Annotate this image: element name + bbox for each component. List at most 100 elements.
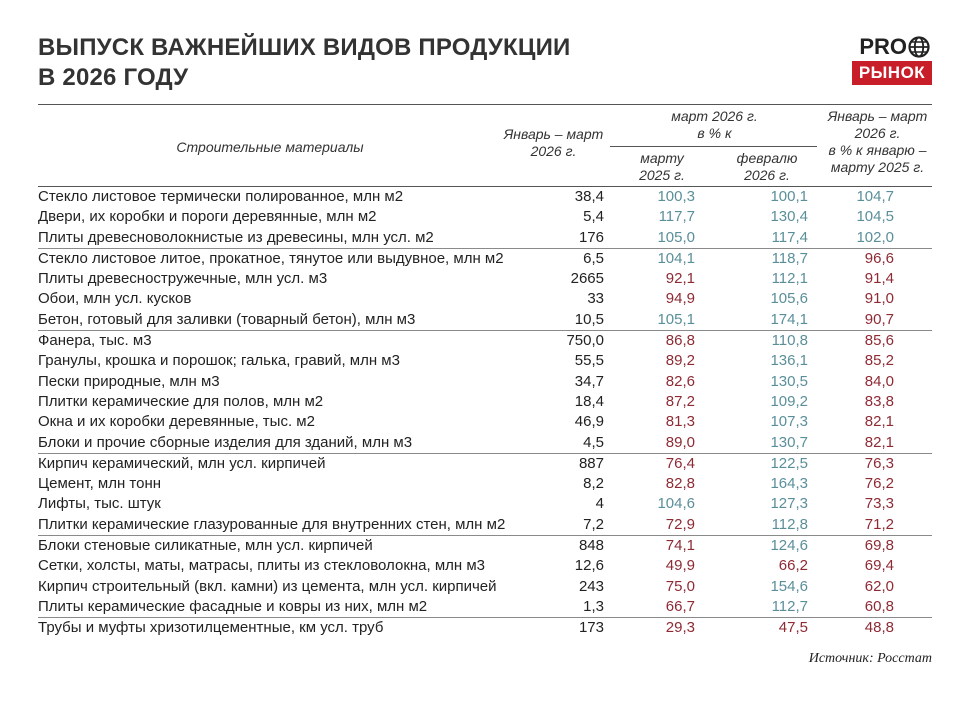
product-name: Фанера, тыс. м3 xyxy=(38,332,152,350)
header-col3: февралю 2026 г. xyxy=(717,150,817,184)
product-name: Плитки керамические для полов, млн м2 xyxy=(38,392,324,410)
product-name: Стекло листовое литое, прокатное, тянуто… xyxy=(38,249,504,267)
product-name: Плиты керамические фасадные и ковры из н… xyxy=(38,597,428,615)
march-vs-february-pct: 124,6 xyxy=(770,537,808,555)
header-group-rule xyxy=(610,146,817,147)
table-row: Стекло листовое литое, прокатное, тянуто… xyxy=(38,247,932,269)
product-name: Кирпич строительный (вкл. камни) из цеме… xyxy=(38,577,497,595)
q1-vs-q1-pct: 104,5 xyxy=(856,208,894,226)
table-row: Цемент, млн тонн 8,2 82,8 164,3 76,2 xyxy=(38,474,932,494)
march-vs-february-pct: 130,7 xyxy=(770,433,808,451)
product-name: Двери, их коробки и пороги деревянные, м… xyxy=(38,208,377,226)
header-col4-line4: марту 2025 г. xyxy=(830,159,925,175)
product-name: Стекло листовое термически полированное,… xyxy=(38,188,404,205)
table-row: Блоки и прочие сборные изделия для здани… xyxy=(38,433,932,453)
table-body: Стекло листовое термически полированное,… xyxy=(38,187,932,639)
product-name: Цемент, млн тонн xyxy=(38,475,162,493)
march-vs-march-pct: 81,3 xyxy=(665,413,695,431)
march-vs-march-pct: 104,1 xyxy=(657,249,695,267)
march-vs-march-pct: 104,6 xyxy=(657,495,695,513)
table-row: Плитки керамические для полов, млн м2 18,… xyxy=(38,392,932,412)
q1-vs-q1-pct: 76,3 xyxy=(864,454,894,472)
q1-vs-q1-pct: 91,4 xyxy=(864,270,894,288)
header-group: март 2026 г. в % к xyxy=(612,108,817,142)
march-vs-february-pct: 112,8 xyxy=(771,515,808,533)
q1-vs-q1-pct: 62,0 xyxy=(864,577,894,595)
march-vs-march-pct: 89,2 xyxy=(665,352,695,370)
table-row: Обои, млн усл. кусков 33 94,9 105,6 91,0 xyxy=(38,289,932,309)
march-vs-february-pct: 154,6 xyxy=(770,577,808,595)
header-col1-line1: Январь – март xyxy=(503,126,604,142)
table-row: Плиты керамические фасадные и ковры из н… xyxy=(38,597,932,617)
header-group-line1: март 2026 г. xyxy=(671,108,758,124)
march-vs-march-pct: 82,8 xyxy=(665,475,695,493)
q1-vs-q1-pct: 85,6 xyxy=(864,332,894,350)
q1-vs-q1-pct: 84,0 xyxy=(864,372,894,390)
march-vs-march-pct: 75,0 xyxy=(665,577,695,595)
q1-vs-q1-pct: 76,2 xyxy=(864,475,894,493)
logo: PRO РЫНОК xyxy=(852,36,932,85)
output-value: 2665 xyxy=(570,270,604,288)
header-col3-line1: февралю xyxy=(736,150,798,166)
q1-vs-q1-pct: 60,8 xyxy=(864,597,894,615)
product-name: Блоки стеновые силикатные, млн усл. кирп… xyxy=(38,537,373,555)
output-value: 243 xyxy=(578,577,604,595)
march-vs-february-pct: 47,5 xyxy=(778,619,808,637)
header-col4: Январь – март 2026 г. в % к январю – мар… xyxy=(820,108,935,176)
product-name: Гранулы, крошка и порошок; галька, грави… xyxy=(38,352,400,370)
march-vs-march-pct: 105,0 xyxy=(657,228,695,246)
output-value: 18,4 xyxy=(574,392,604,410)
q1-vs-q1-pct: 85,2 xyxy=(864,352,894,370)
product-name: Пески природные, млн м3 xyxy=(38,372,220,390)
march-vs-march-pct: 76,4 xyxy=(665,454,695,472)
table-row: Плиты древесностружечные, млн усл. м3 266… xyxy=(38,269,932,289)
q1-vs-q1-pct: 83,8 xyxy=(864,392,894,410)
q1-vs-q1-pct: 102,0 xyxy=(856,228,894,246)
header-col3-line2: 2026 г. xyxy=(744,167,790,183)
march-vs-march-pct: 29,3 xyxy=(665,619,695,637)
output-value: 34,7 xyxy=(574,372,604,390)
table-top-rule xyxy=(38,104,932,105)
march-vs-february-pct: 136,1 xyxy=(770,352,808,370)
output-value: 887 xyxy=(578,454,604,472)
header-group-line2: в % к xyxy=(697,125,732,141)
output-value: 33 xyxy=(587,290,604,308)
march-vs-february-pct: 130,4 xyxy=(770,208,808,226)
header-col4-line3: в % к январю – xyxy=(828,142,927,158)
logo-bottom: РЫНОК xyxy=(852,61,932,85)
output-value: 848 xyxy=(578,537,604,555)
march-vs-march-pct: 105,1 xyxy=(657,310,695,328)
march-vs-march-pct: 92,1 xyxy=(665,270,695,288)
output-value: 4,5 xyxy=(583,433,604,451)
q1-vs-q1-pct: 73,3 xyxy=(864,495,894,513)
march-vs-february-pct: 118,7 xyxy=(771,249,808,267)
q1-vs-q1-pct: 82,1 xyxy=(864,413,894,431)
march-vs-march-pct: 94,9 xyxy=(665,290,695,308)
march-vs-february-pct: 112,1 xyxy=(771,270,808,288)
output-value: 10,5 xyxy=(574,310,604,328)
product-name: Бетон, готовый для заливки (товарный бет… xyxy=(38,310,416,328)
march-vs-march-pct: 87,2 xyxy=(665,392,695,410)
output-value: 7,2 xyxy=(583,515,604,533)
march-vs-february-pct: 122,5 xyxy=(770,454,808,472)
table-row: Кирпич керамический, млн усл. кирпичей 88… xyxy=(38,452,932,474)
march-vs-february-pct: 110,8 xyxy=(771,332,808,350)
march-vs-march-pct: 86,8 xyxy=(665,332,695,350)
logo-top: PRO xyxy=(852,36,932,58)
table-row: Гранулы, крошка и порошок; галька, грави… xyxy=(38,351,932,371)
header-bottom-rule xyxy=(38,186,932,187)
header-col1: Январь – март 2026 г. xyxy=(486,126,621,160)
q1-vs-q1-pct: 91,0 xyxy=(864,290,894,308)
march-vs-february-pct: 109,2 xyxy=(770,392,808,410)
product-name: Сетки, холсты, маты, матрасы, плиты из с… xyxy=(38,557,486,575)
header-col2-line2: 2025 г. xyxy=(639,167,685,183)
output-value: 46,9 xyxy=(574,413,604,431)
q1-vs-q1-pct: 69,8 xyxy=(864,537,894,555)
header-col2-line1: марту xyxy=(640,150,684,166)
output-value: 173 xyxy=(578,619,604,637)
globe-icon xyxy=(908,36,930,58)
march-vs-february-pct: 112,7 xyxy=(771,597,808,615)
march-vs-march-pct: 49,9 xyxy=(665,557,695,575)
q1-vs-q1-pct: 48,8 xyxy=(864,619,894,637)
table-row: Пески природные, млн м3 34,7 82,6 130,5 84,0 xyxy=(38,372,932,392)
